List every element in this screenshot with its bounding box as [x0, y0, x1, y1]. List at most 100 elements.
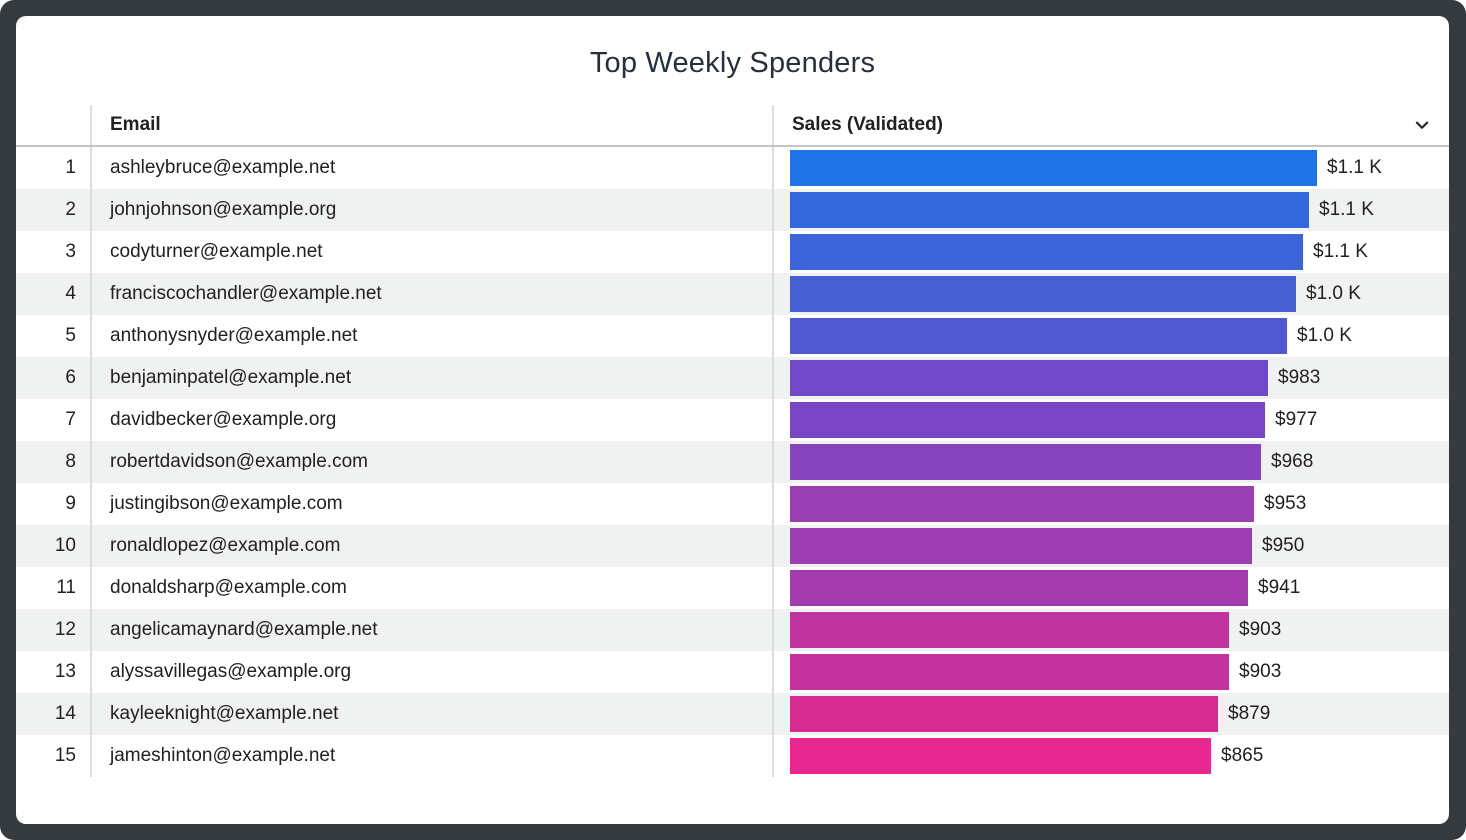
sales-bar[interactable] [790, 318, 1287, 354]
row-rank: 1 [65, 157, 76, 178]
row-email: donaldsharp@example.com [90, 567, 772, 609]
table-row[interactable]: 7 davidbecker@example.org $977 [16, 399, 1449, 441]
sales-bar[interactable] [790, 570, 1248, 606]
row-sales-cell: $968 [772, 441, 1449, 483]
table-row[interactable]: 10 ronaldlopez@example.com $950 [16, 525, 1449, 567]
sales-bar[interactable] [790, 360, 1268, 396]
row-sales-cell: $1.1 K [772, 189, 1449, 231]
table-header-row: Email Sales (Validated) [16, 105, 1449, 147]
sales-bar-value: $903 [1239, 661, 1282, 682]
row-email: benjaminpatel@example.net [90, 357, 772, 399]
sales-bar-value: $977 [1275, 409, 1318, 430]
page-title: Top Weekly Spenders [589, 47, 876, 79]
table-row[interactable]: 3 codyturner@example.net $1.1 K [16, 231, 1449, 273]
row-sales-cell: $953 [772, 483, 1449, 525]
sales-column-header[interactable]: Sales (Validated) [772, 105, 1449, 145]
row-email: davidbecker@example.org [90, 399, 772, 441]
row-email: alyssavillegas@example.org [90, 651, 772, 693]
table-row[interactable]: 15 jameshinton@example.net $865 [16, 735, 1449, 777]
row-sales-cell: $1.0 K [772, 273, 1449, 315]
row-sales-cell: $879 [772, 693, 1449, 735]
row-rank: 14 [54, 703, 76, 724]
row-email: ashleybruce@example.net [90, 147, 772, 189]
sales-bar-value: $1.1 K [1327, 157, 1382, 178]
table-row[interactable]: 11 donaldsharp@example.com $941 [16, 567, 1449, 609]
spenders-table: Email Sales (Validated) 1 ashleybruce@ex… [16, 105, 1449, 777]
row-sales-cell: $865 [772, 735, 1449, 777]
row-email: franciscochandler@example.net [90, 273, 772, 315]
row-email: anthonysnyder@example.net [90, 315, 772, 357]
row-email: justingibson@example.com [90, 483, 772, 525]
sales-bar[interactable] [790, 486, 1254, 522]
chart-card: Top Weekly Spenders Email Sales (Validat… [16, 16, 1449, 824]
row-email: jameshinton@example.net [90, 735, 772, 777]
row-rank: 9 [65, 493, 76, 514]
sales-bar[interactable] [790, 150, 1317, 186]
sales-bar[interactable] [790, 738, 1211, 774]
sales-bar-value: $968 [1271, 451, 1314, 472]
sales-bar-value: $1.0 K [1297, 325, 1352, 346]
table-body: 1 ashleybruce@example.net $1.1 K 2 johnj… [16, 147, 1449, 777]
sales-bar-value: $1.1 K [1313, 241, 1368, 262]
table-row[interactable]: 4 franciscochandler@example.net $1.0 K [16, 273, 1449, 315]
sales-bar[interactable] [790, 612, 1229, 648]
sales-bar-value: $950 [1262, 535, 1305, 556]
table-row[interactable]: 5 anthonysnyder@example.net $1.0 K [16, 315, 1449, 357]
table-row[interactable]: 12 angelicamaynard@example.net $903 [16, 609, 1449, 651]
email-column-header[interactable]: Email [90, 105, 772, 145]
row-sales-cell: $1.1 K [772, 231, 1449, 273]
row-rank: 8 [65, 451, 76, 472]
row-sales-cell: $950 [772, 525, 1449, 567]
sales-bar-value: $1.1 K [1319, 199, 1374, 220]
table-row[interactable]: 13 alyssavillegas@example.org $903 [16, 651, 1449, 693]
sales-bar[interactable] [790, 444, 1261, 480]
row-sales-cell: $977 [772, 399, 1449, 441]
row-email: johnjohnson@example.org [90, 189, 772, 231]
chevron-down-icon[interactable] [1409, 112, 1435, 138]
row-rank: 11 [56, 577, 76, 598]
sales-bar[interactable] [790, 234, 1303, 270]
row-email: ronaldlopez@example.com [90, 525, 772, 567]
row-rank: 2 [65, 199, 76, 220]
row-rank: 15 [54, 745, 76, 766]
row-rank: 5 [65, 325, 76, 346]
sales-bar[interactable] [790, 402, 1265, 438]
sales-bar[interactable] [790, 654, 1229, 690]
sales-bar-value: $953 [1264, 493, 1307, 514]
row-email: robertdavidson@example.com [90, 441, 772, 483]
sales-bar-value: $1.0 K [1306, 283, 1361, 304]
table-row[interactable]: 14 kayleeknight@example.net $879 [16, 693, 1449, 735]
table-row[interactable]: 9 justingibson@example.com $953 [16, 483, 1449, 525]
sales-bar[interactable] [790, 192, 1309, 228]
row-rank: 6 [65, 367, 76, 388]
table-row[interactable]: 6 benjaminpatel@example.net $983 [16, 357, 1449, 399]
row-sales-cell: $903 [772, 651, 1449, 693]
row-email: kayleeknight@example.net [90, 693, 772, 735]
row-sales-cell: $1.1 K [772, 147, 1449, 189]
row-rank: 3 [65, 241, 76, 262]
sales-bar-value: $879 [1228, 703, 1271, 724]
row-sales-cell: $903 [772, 609, 1449, 651]
row-email: codyturner@example.net [90, 231, 772, 273]
sales-bar-value: $903 [1239, 619, 1282, 640]
rank-column-header [16, 105, 90, 145]
table-row[interactable]: 1 ashleybruce@example.net $1.1 K [16, 147, 1449, 189]
row-rank: 7 [65, 409, 76, 430]
row-rank: 13 [54, 661, 76, 682]
sales-bar[interactable] [790, 276, 1296, 312]
sales-column-header-label: Sales (Validated) [792, 114, 944, 135]
row-sales-cell: $941 [772, 567, 1449, 609]
table-row[interactable]: 2 johnjohnson@example.org $1.1 K [16, 189, 1449, 231]
row-rank: 4 [65, 283, 76, 304]
row-sales-cell: $1.0 K [772, 315, 1449, 357]
sales-bar[interactable] [790, 528, 1252, 564]
table-row[interactable]: 8 robertdavidson@example.com $968 [16, 441, 1449, 483]
row-rank: 10 [54, 535, 76, 556]
sales-bar-value: $983 [1278, 367, 1321, 388]
sales-bar-value: $941 [1258, 577, 1301, 598]
row-email: angelicamaynard@example.net [90, 609, 772, 651]
row-rank: 12 [54, 619, 76, 640]
sales-bar[interactable] [790, 696, 1218, 732]
row-sales-cell: $983 [772, 357, 1449, 399]
